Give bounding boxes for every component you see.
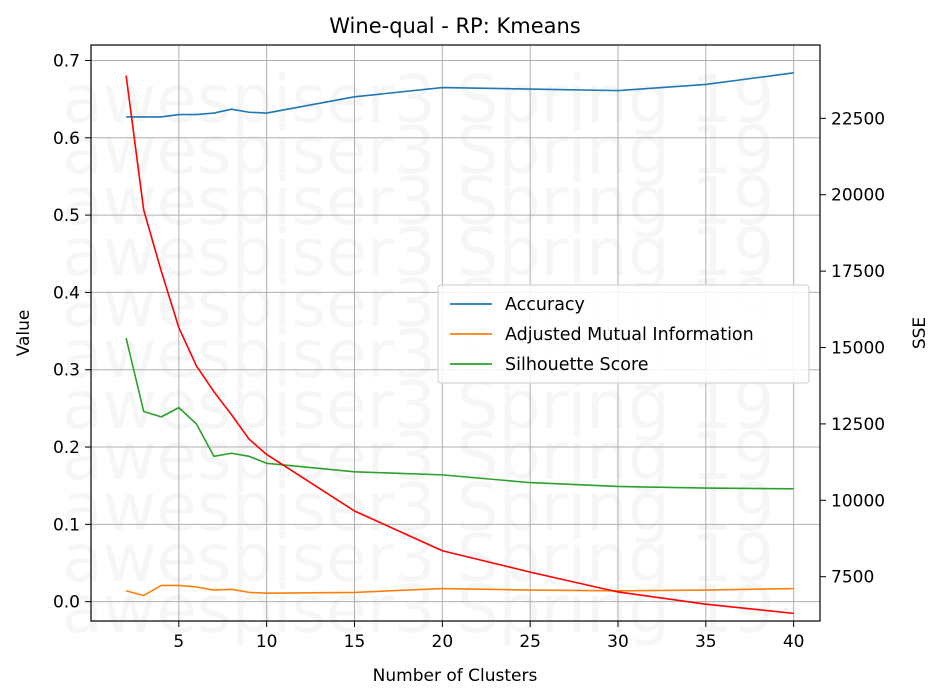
series-line-silhouette-score [125, 337, 794, 490]
x-axis: 5 10 15 20 25 30 35 40 [173, 621, 804, 652]
legend-label: Silhouette Score [505, 355, 649, 375]
y-tick-label: 0.3 [53, 361, 80, 381]
x-axis-title: Number of Clusters [373, 666, 538, 686]
y2-tick-label: 12500 [831, 415, 885, 435]
y2-tick-label: 22500 [831, 109, 885, 129]
y-axis-title: Value [14, 310, 34, 357]
y-tick-label: 0.2 [53, 438, 80, 458]
grid [91, 45, 820, 621]
series-line-adjusted-mutual-information [125, 584, 794, 597]
y2-tick-label: 17500 [831, 262, 885, 282]
x-tick-label: 40 [783, 632, 805, 652]
y-tick-label: 0.5 [53, 206, 80, 226]
series-line-accuracy [126, 72, 794, 118]
x-tick-label: 20 [432, 632, 454, 652]
series-line-3 [125, 75, 794, 615]
y2-tick-label: 20000 [831, 186, 885, 206]
y2-axis-title: SSE [910, 317, 930, 349]
y-tick-label: 0.6 [53, 129, 80, 149]
legend-label: Adjusted Mutual Information [505, 325, 754, 345]
y-tick-label: 0.7 [53, 51, 80, 71]
y-axis-left: 0.0 0.1 0.2 0.3 0.4 0.5 0.6 0.7 [53, 51, 91, 613]
x-tick-label: 30 [607, 632, 629, 652]
legend-box [437, 284, 810, 384]
legend-label: Accuracy [505, 295, 585, 315]
plot-frame [90, 44, 821, 622]
y-tick-label: 0.4 [53, 283, 80, 303]
y-axis-right: 7500 10000 12500 15000 17500 20000 22500 [820, 109, 885, 588]
x-tick-label: 10 [256, 632, 278, 652]
y-tick-label: 0.0 [53, 593, 80, 613]
y-tick-label: 0.1 [53, 515, 80, 535]
x-tick-label: 25 [519, 632, 541, 652]
watermark-line: awespiser3 Spring 19 [62, 571, 775, 648]
x-tick-label: 15 [344, 632, 366, 652]
legend: Accuracy Adjusted Mutual Information Silho… [437, 284, 810, 384]
y2-tick-label: 10000 [831, 491, 885, 511]
y2-tick-label: 15000 [831, 339, 885, 359]
y2-tick-label: 7500 [831, 568, 874, 588]
x-tick-label: 35 [695, 632, 717, 652]
x-tick-label: 5 [173, 632, 184, 652]
chart-title: Wine-qual - RP: Kmeans [329, 14, 581, 38]
plot-lines [125, 72, 794, 615]
